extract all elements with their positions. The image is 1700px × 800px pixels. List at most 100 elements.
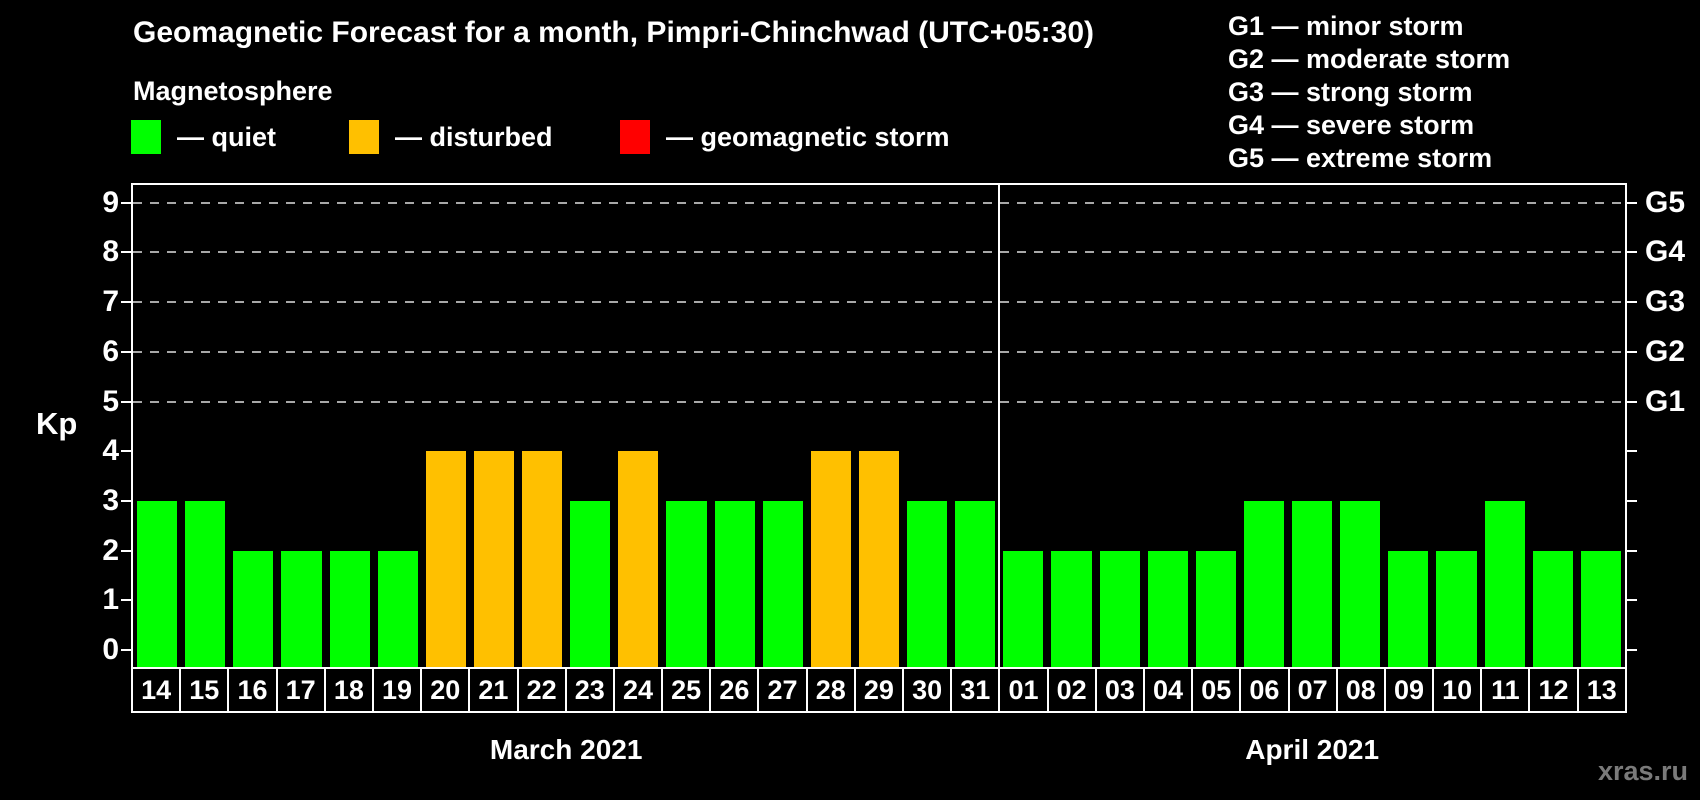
day-label-cell: 25 bbox=[661, 669, 709, 711]
day-label-cell: 11 bbox=[1480, 669, 1528, 711]
g-legend-item-g1: G1 — minor storm bbox=[1228, 11, 1464, 41]
grid-line bbox=[133, 201, 1625, 204]
y-tick-label: 6 bbox=[102, 334, 119, 368]
y-tick-label: 9 bbox=[102, 185, 119, 219]
day-label-cell: 18 bbox=[323, 669, 372, 711]
y-axis-tick bbox=[121, 450, 133, 453]
right-axis-tick bbox=[1625, 301, 1637, 304]
y-axis-tick bbox=[121, 201, 133, 204]
month-label: March 2021 bbox=[489, 734, 643, 765]
kp-axis-label: Kp bbox=[36, 406, 78, 441]
kp-bar bbox=[1580, 550, 1621, 667]
day-label-cell: 05 bbox=[1191, 669, 1239, 711]
right-axis-tick bbox=[1625, 350, 1637, 353]
kp-bar bbox=[522, 451, 563, 667]
kp-bar bbox=[1051, 550, 1092, 667]
kp-bar bbox=[955, 500, 996, 667]
grid-line bbox=[133, 400, 1625, 403]
day-label-cell: 15 bbox=[179, 669, 227, 711]
g-legend-item-g2: G2 — moderate storm bbox=[1228, 44, 1511, 74]
day-label-cell: 22 bbox=[516, 669, 565, 711]
kp-bar bbox=[618, 451, 659, 667]
y-tick-label: 3 bbox=[102, 483, 119, 517]
kp-bar bbox=[425, 451, 466, 667]
kp-bar bbox=[377, 550, 418, 667]
y-tick-label: 1 bbox=[102, 583, 119, 617]
day-label-cell: 07 bbox=[1287, 669, 1336, 711]
day-label-cell: 10 bbox=[1432, 669, 1480, 711]
kp-bar bbox=[1532, 550, 1573, 667]
day-label-cell: 04 bbox=[1142, 669, 1191, 711]
day-label-cell: 09 bbox=[1383, 669, 1432, 711]
kp-bar bbox=[329, 550, 370, 667]
y-tick-label: 2 bbox=[102, 533, 119, 567]
y-tick-label: 5 bbox=[102, 384, 119, 418]
legend-label-storm: — geomagnetic storm bbox=[666, 122, 950, 152]
kp-bar bbox=[281, 550, 322, 667]
right-axis-tick bbox=[1625, 400, 1637, 403]
day-label-cell: 01 bbox=[998, 669, 1046, 711]
storm-color-swatch-icon bbox=[620, 120, 650, 154]
g-axis-label: G1 bbox=[1645, 384, 1686, 418]
kp-bar bbox=[137, 500, 178, 667]
g-axis-label: G5 bbox=[1645, 185, 1686, 219]
grid-line bbox=[133, 301, 1625, 304]
day-label-cell: 23 bbox=[564, 669, 613, 711]
kp-bar bbox=[1003, 550, 1044, 667]
y-axis-tick bbox=[121, 599, 133, 602]
legend-item-storm: — geomagnetic storm bbox=[620, 120, 950, 154]
y-axis-tick bbox=[121, 301, 133, 304]
y-axis-tick bbox=[121, 499, 133, 502]
legend-label-quiet: — quiet bbox=[177, 122, 276, 152]
y-axis-tick bbox=[121, 251, 133, 254]
kp-bar bbox=[1436, 550, 1477, 667]
day-label-cell: 02 bbox=[1046, 669, 1095, 711]
day-label-cell: 31 bbox=[950, 669, 998, 711]
g-legend-item-g3: G3 — strong storm bbox=[1228, 77, 1473, 107]
day-label-cell: 28 bbox=[805, 669, 854, 711]
kp-bar bbox=[1340, 500, 1381, 667]
g-axis-label: G3 bbox=[1645, 285, 1686, 319]
day-label-cell: 03 bbox=[1094, 669, 1143, 711]
kp-bar bbox=[1099, 550, 1140, 667]
g-axis-label: G4 bbox=[1645, 235, 1686, 269]
legend-item-quiet: — quiet bbox=[131, 120, 276, 154]
grid-line bbox=[133, 251, 1625, 254]
grid-line bbox=[133, 350, 1625, 353]
day-label-cell: 24 bbox=[612, 669, 661, 711]
kp-bar bbox=[185, 500, 226, 667]
day-label-cell: 16 bbox=[227, 669, 275, 711]
day-label-cell: 30 bbox=[902, 669, 950, 711]
right-axis-tick bbox=[1625, 450, 1637, 453]
kp-bar bbox=[1388, 550, 1429, 667]
kp-bar bbox=[233, 550, 274, 667]
kp-bar bbox=[473, 451, 515, 667]
y-tick-label: 0 bbox=[102, 633, 119, 666]
day-label-cell: 21 bbox=[468, 669, 516, 711]
day-axis-band: 14 15 16 17 18 19 20 21 22 23 24 25 26 27 28 29 30 31 01 02… bbox=[131, 667, 1627, 713]
kp-bar bbox=[714, 500, 755, 667]
right-axis-tick bbox=[1625, 251, 1637, 254]
g-legend-item-g4: G4 — severe storm bbox=[1228, 110, 1475, 140]
right-axis-tick bbox=[1625, 499, 1637, 502]
kp-bar bbox=[1484, 500, 1525, 667]
day-label-cell: 27 bbox=[757, 669, 805, 711]
y-axis-tick bbox=[121, 649, 133, 651]
g-legend-item-g5: G5 — extreme storm bbox=[1228, 143, 1493, 173]
right-axis-tick bbox=[1625, 201, 1637, 204]
month-divider bbox=[998, 185, 1001, 667]
right-axis-tick bbox=[1625, 649, 1637, 651]
y-axis-tick bbox=[121, 400, 133, 403]
y-tick-label: 7 bbox=[102, 285, 119, 319]
disturbed-color-swatch-icon bbox=[349, 120, 379, 154]
kp-bar bbox=[570, 500, 611, 667]
day-label-cell: 13 bbox=[1576, 669, 1625, 711]
y-axis-tick bbox=[121, 549, 133, 552]
g-axis-label: G2 bbox=[1645, 334, 1686, 368]
magnetosphere-label: Magnetosphere bbox=[133, 76, 333, 106]
plot-frame bbox=[131, 183, 1627, 669]
day-label-cell: 19 bbox=[371, 669, 420, 711]
kp-bar bbox=[810, 451, 851, 667]
watermark-xras: xras.ru bbox=[1597, 756, 1688, 786]
